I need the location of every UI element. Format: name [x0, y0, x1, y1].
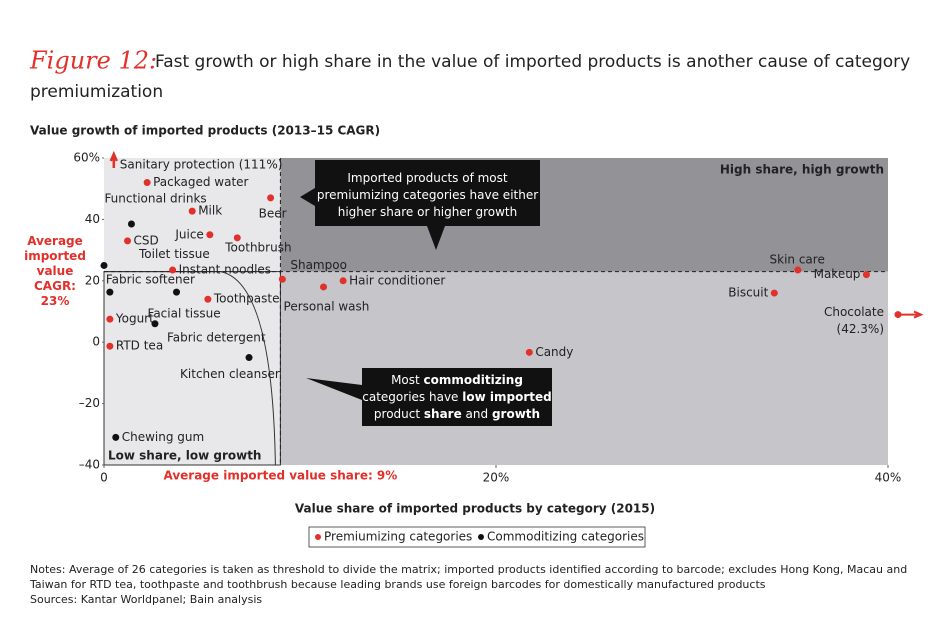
point — [173, 288, 181, 296]
point — [206, 231, 214, 239]
legend-label: Commoditizing categories — [487, 530, 644, 544]
y-tick-label: –40 — [79, 458, 100, 472]
quadrant-label: Low share, low growth — [108, 449, 261, 463]
point — [320, 283, 328, 291]
point-label: Candy — [535, 345, 573, 359]
callout-bottom-box — [306, 368, 552, 426]
point-label: Makeup — [814, 267, 861, 281]
threshold-curve — [104, 271, 276, 466]
y-axis-title: Value growth of imported products (2013–… — [30, 124, 380, 138]
figure-label: Figure 12: — [29, 47, 157, 75]
callout-text: low imported — [462, 390, 552, 404]
point-label: Skin care — [770, 253, 825, 267]
point — [106, 342, 114, 350]
point-label: Fabric detergent — [167, 330, 266, 344]
point-label: Functional drinks — [104, 192, 206, 206]
callout-text: categories have — [362, 390, 463, 404]
point — [100, 261, 108, 269]
callout-top-box — [300, 160, 540, 250]
offscale-arrow — [898, 310, 924, 319]
legend-marker — [315, 534, 321, 540]
callout-text: product — [373, 407, 424, 421]
point-label: Toothpaste — [213, 292, 280, 306]
point-label: Chocolate — [824, 305, 884, 319]
point — [169, 266, 177, 274]
callout-text: and — [461, 407, 492, 421]
notes: Notes: Average of 26 categories is taken… — [30, 563, 908, 591]
sources: Sources: Kantar Worldpanel; Bain analysi… — [30, 593, 263, 606]
point-label: Toilet tissue — [138, 247, 210, 261]
x-tick-label: 0 — [100, 471, 108, 485]
point — [112, 433, 120, 441]
hline-label: Average imported value CAGR: 23% — [24, 234, 86, 308]
callout-bottom: Most commoditizing categories have low i… — [362, 372, 552, 423]
vline-label: Average imported value share: 9% — [163, 469, 397, 483]
legend-marker — [478, 534, 484, 540]
point-label: Sanitary protection (111%) — [120, 158, 283, 172]
point-label: Kitchen cleanser — [180, 367, 280, 381]
point — [245, 354, 253, 362]
callout-text: Most — [391, 373, 424, 387]
point — [233, 234, 241, 242]
point — [770, 289, 778, 297]
y-tick-label: 60% — [73, 151, 100, 165]
point — [794, 266, 802, 274]
callout-text: growth — [491, 407, 541, 421]
point-label: Hair conditioner — [349, 273, 445, 287]
callout-text: commoditizing — [423, 373, 523, 387]
point-label: Juice — [174, 227, 203, 241]
y-tick-label: 20 — [85, 273, 100, 287]
x-axis-title: Value share of imported products by cate… — [295, 502, 655, 516]
y-tick-label: 0 — [92, 335, 100, 349]
point — [267, 194, 275, 202]
point-label: Instant noodles — [179, 263, 271, 277]
point-label: Personal wash — [284, 299, 370, 313]
chart-title: Fast growth or high share in the value o… — [155, 52, 910, 72]
point-label: Toothbrush — [224, 240, 291, 254]
point — [106, 315, 114, 323]
point — [862, 271, 870, 279]
point — [278, 275, 286, 283]
point-label: Biscuit — [728, 286, 768, 300]
y-tick-label: –20 — [79, 396, 100, 410]
quadrant-label: High share, high growth — [720, 163, 884, 177]
y-tick-label: 40 — [85, 212, 100, 226]
chart-title-line2: premiumization — [30, 82, 163, 102]
point — [151, 320, 159, 328]
point — [143, 179, 151, 187]
point — [106, 288, 114, 296]
callout-text: share — [423, 407, 462, 421]
point-label: RTD tea — [116, 339, 163, 353]
offscale-arrow — [109, 150, 118, 168]
point — [525, 348, 533, 356]
point — [127, 220, 135, 228]
legend-label: Premiumizing categories — [324, 530, 472, 544]
point — [204, 295, 212, 303]
point-label: Facial tissue — [148, 307, 221, 321]
x-value-label: (42.3%) — [837, 322, 884, 336]
point-label: Shampoo — [290, 258, 347, 272]
x-tick-label: 40% — [875, 471, 902, 485]
point-label: Packaged water — [153, 175, 248, 189]
point — [124, 237, 132, 245]
point-label: Milk — [198, 204, 222, 218]
callout-top: Imported products of most premiumizing c… — [316, 171, 539, 219]
x-tick-label: 20% — [483, 471, 510, 485]
legend-box — [308, 526, 646, 548]
point-label: Chewing gum — [122, 430, 204, 444]
point-label: CSD — [134, 233, 159, 247]
point-label: Beer — [259, 206, 287, 220]
point — [339, 277, 347, 285]
point-label: Yogurt — [115, 312, 154, 326]
point-label: Fabric softener — [106, 273, 195, 287]
point — [894, 311, 902, 319]
point — [188, 207, 196, 215]
